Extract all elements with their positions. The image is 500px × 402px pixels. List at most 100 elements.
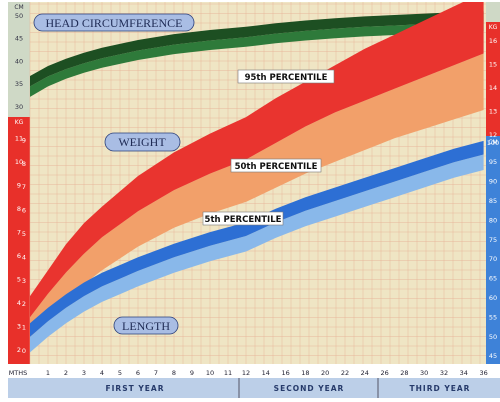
percentile-50-label-box [230, 158, 322, 173]
month-tick-label: 4 [100, 369, 104, 377]
month-tick-label: 16 [281, 369, 289, 377]
weight-lower-band [30, 53, 484, 339]
axis-tick-label: 6 [22, 207, 26, 215]
head-axis-strip-left [8, 2, 30, 117]
axis-tick-label: 45 [15, 35, 23, 43]
axis-tick-label: 5 [17, 276, 21, 284]
axis-tick-label: 2 [22, 300, 26, 308]
head-circumference-label: HEAD CIRCUMFERENCE [45, 16, 182, 30]
month-axis-ticks: 1 2 3 4 5 6 7 8 9 10 11 12 14 16 18 20 22 24 26 28 30 32 34 36 [46, 369, 488, 377]
weight-axis-strip-left [8, 117, 30, 364]
axis-tick-label: 3 [17, 323, 21, 331]
month-tick-label: 22 [341, 369, 349, 377]
weight-axis-right-ticks: 16 15 14 13 12 [489, 37, 497, 139]
axis-tick-label: 9 [17, 181, 21, 189]
month-tick-label: 1 [46, 369, 50, 377]
axis-tick-label: 9 [22, 136, 26, 144]
axis-tick-label: 8 [17, 205, 21, 213]
axis-tick-label: 85 [489, 197, 497, 205]
head-axis-ticks: 50 45 40 35 30 [15, 12, 23, 111]
month-tick-label: 34 [460, 369, 468, 377]
period-third-year: THIRD YEAR [410, 384, 471, 393]
axis-tick-label: 7 [22, 183, 26, 191]
axis-tick-label: 15 [489, 61, 497, 69]
percentile-50-label: 50th PERCENTILE [235, 162, 318, 172]
axis-tick-label: 14 [489, 84, 497, 92]
length-axis-left-ticks: 9 8 7 6 5 4 3 2 1 0 [22, 136, 26, 355]
month-tick-label: 20 [321, 369, 329, 377]
axis-tick-label: 45 [489, 352, 497, 360]
axis-tick-label: 6 [17, 252, 21, 260]
month-tick-label: 24 [361, 369, 369, 377]
month-tick-label: 2 [64, 369, 68, 377]
axis-tick-label: 0 [22, 347, 26, 355]
axis-tick-label: 13 [489, 108, 497, 116]
axis-tick-label: 3 [22, 277, 26, 285]
month-tick-label: 7 [154, 369, 158, 377]
axis-tick-label: 100 [487, 139, 499, 147]
month-tick-label: 11 [224, 369, 232, 377]
month-tick-label: 28 [400, 369, 408, 377]
axis-tick-label: 75 [489, 236, 497, 244]
length-label: LENGTH [122, 319, 170, 333]
axis-tick-label: 80 [489, 216, 497, 224]
length-axis-right-unit: CM [488, 139, 497, 146]
axis-tick-label: 95 [489, 158, 497, 166]
weight-axis-strip-right [486, 22, 500, 136]
weight-upper-band [30, 2, 484, 318]
month-tick-label: 6 [136, 369, 140, 377]
axis-tick-label: 5 [22, 230, 26, 238]
month-tick-label: 9 [190, 369, 194, 377]
axis-tick-label: 60 [489, 294, 497, 302]
month-tick-label: 5 [118, 369, 122, 377]
weight-axis-right-unit: KG [489, 24, 498, 31]
month-tick-label: 32 [440, 369, 448, 377]
month-tick-label: 26 [380, 369, 388, 377]
axis-tick-label: 90 [489, 178, 497, 186]
percentile-5-label-box [202, 211, 284, 226]
axis-tick-label: 16 [489, 37, 497, 45]
month-tick-label: 14 [262, 369, 270, 377]
weight-label: WEIGHT [118, 135, 166, 149]
month-axis-label: MTHS [9, 369, 28, 377]
length-label-box [113, 316, 179, 335]
month-tick-label: 18 [301, 369, 309, 377]
period-second-year: SECOND YEAR [274, 384, 345, 393]
period-first-year: FIRST YEAR [106, 384, 165, 393]
month-tick-label: 30 [420, 369, 428, 377]
axis-tick-label: 65 [489, 275, 497, 283]
axis-tick-label: 10 [15, 158, 23, 166]
axis-tick-label: 8 [22, 160, 26, 168]
weight-label-box [104, 132, 181, 152]
month-tick-label: 10 [206, 369, 214, 377]
axis-tick-label: 7 [17, 228, 21, 236]
axis-tick-label: 4 [22, 253, 26, 261]
growth-bands [30, 2, 484, 353]
percentile-95-label-box [237, 69, 335, 84]
head-circumference-label-box [33, 13, 195, 32]
length-lower-band [30, 154, 484, 353]
axis-tick-label: 1 [22, 324, 26, 332]
length-axis-right-ticks: 100 95 90 85 80 75 70 65 60 55 50 45 [487, 139, 499, 360]
head-axis-unit: CM [14, 4, 23, 11]
axis-tick-label: 50 [489, 333, 497, 341]
axis-tick-label: 30 [15, 103, 23, 111]
month-tick-label: 12 [242, 369, 250, 377]
length-axis-strip-right [486, 136, 500, 364]
axis-tick-label: 12 [489, 131, 497, 139]
axis-tick-label: 11 [15, 134, 23, 142]
weight-axis-unit: KG [15, 119, 24, 126]
percentile-5-label: 5th PERCENTILE [205, 215, 282, 225]
axis-tick-label: 50 [15, 12, 23, 20]
axis-tick-label: 70 [489, 255, 497, 263]
length-upper-band [30, 140, 484, 337]
axis-tick-label: 35 [15, 80, 23, 88]
month-tick-label: 36 [479, 369, 487, 377]
axis-tick-label: 2 [17, 346, 21, 354]
month-axis-strip [8, 364, 500, 378]
axis-tick-label: 40 [15, 57, 23, 65]
month-tick-label: 8 [172, 369, 176, 377]
axis-tick-label: 55 [489, 313, 497, 321]
